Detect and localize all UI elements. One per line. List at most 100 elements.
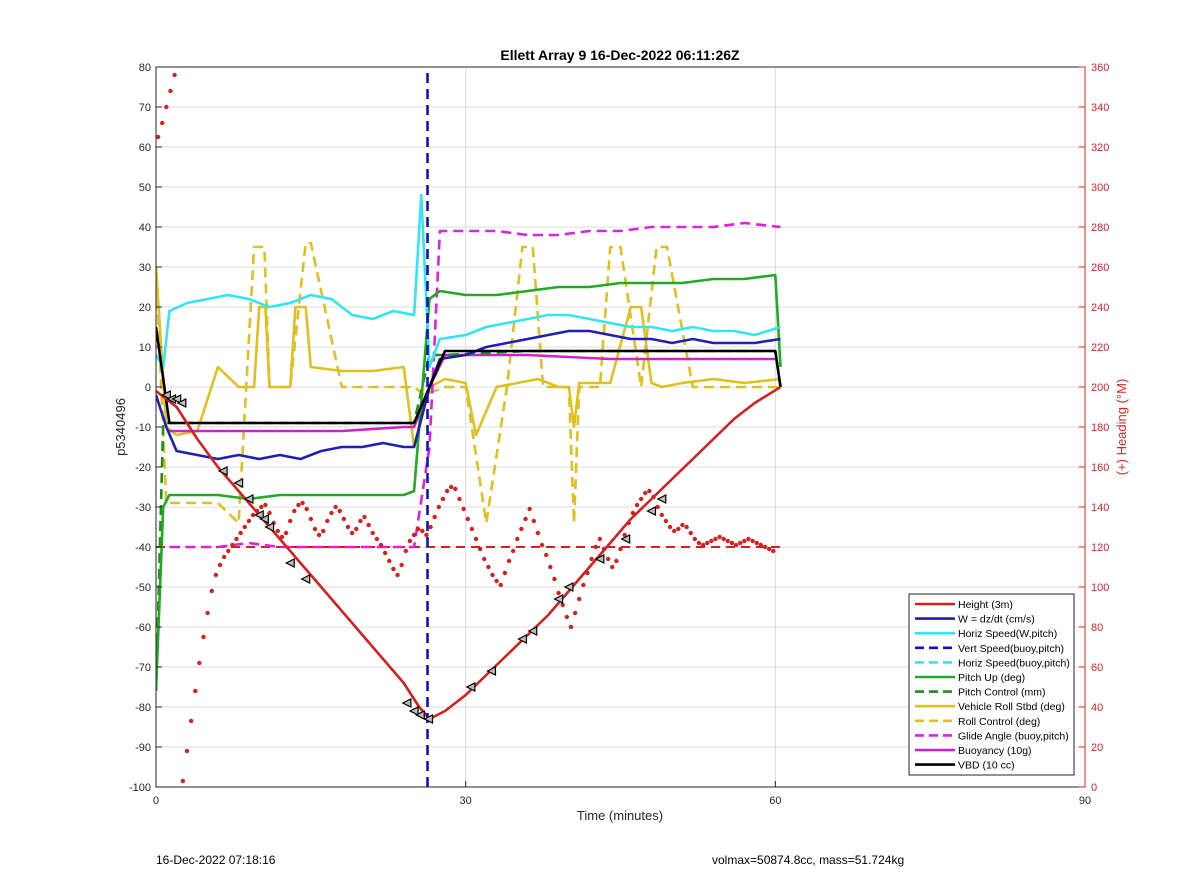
height-marker xyxy=(563,582,574,592)
heading-point xyxy=(188,718,194,724)
heading-point xyxy=(473,536,479,542)
heading-point xyxy=(543,552,549,558)
heading-point xyxy=(754,540,759,546)
heading-point xyxy=(292,508,297,514)
heading-point xyxy=(539,542,545,548)
heading-point xyxy=(374,536,380,542)
heading-point xyxy=(238,530,243,536)
height-marker xyxy=(176,398,187,408)
heading-point xyxy=(312,526,318,532)
legend-entry: Glide Angle (buoy,pitch) xyxy=(958,730,1069,742)
y-right-tick-label: 140 xyxy=(1091,502,1109,514)
heading-point xyxy=(250,512,256,518)
chart-title: Ellett Array 9 16-Dec-2022 06:11:26Z xyxy=(500,47,740,63)
heading-point xyxy=(614,558,619,564)
heading-point xyxy=(771,548,776,554)
heading-point xyxy=(733,542,739,548)
heading-point xyxy=(308,516,314,522)
heading-point xyxy=(667,524,673,530)
heading-point xyxy=(395,572,400,578)
heading-point xyxy=(663,518,669,524)
height-marker xyxy=(656,494,667,504)
heading-point xyxy=(502,570,508,576)
heading-point xyxy=(655,504,660,510)
y-tick-label: -70 xyxy=(135,662,151,674)
heading-point xyxy=(267,510,272,516)
heading-point xyxy=(399,562,404,568)
legend-entry: W = dz/dt (cm/s) xyxy=(958,614,1035,626)
height-marker xyxy=(243,494,254,504)
heading-point xyxy=(461,506,466,512)
y-tick-label: -30 xyxy=(135,502,151,514)
x-tick-label: 60 xyxy=(769,795,781,807)
height-marker xyxy=(414,710,425,720)
y-right-tick-label: 80 xyxy=(1091,622,1103,634)
height-marker xyxy=(233,478,244,488)
y-right-tick-label: 360 xyxy=(1091,62,1109,74)
y-tick-label: 70 xyxy=(139,102,151,114)
series-line-5 xyxy=(156,273,782,692)
heading-point xyxy=(531,518,536,524)
heading-point xyxy=(680,522,685,528)
heading-point xyxy=(221,554,227,560)
heading-point xyxy=(168,88,173,94)
heading-point xyxy=(226,548,231,554)
heading-point xyxy=(172,72,177,78)
height-marker xyxy=(553,594,564,604)
heading-point xyxy=(428,524,433,530)
heading-point xyxy=(676,526,681,532)
heading-point xyxy=(556,590,561,596)
heading-point xyxy=(263,502,268,508)
footer-params: volmax=50874.8cc, mass=51.724kg xyxy=(712,853,904,867)
heading-point xyxy=(254,508,260,514)
heading-point xyxy=(420,528,425,534)
heading-point xyxy=(234,536,239,542)
legend-entry: Horiz Speed(buoy,pitch) xyxy=(958,657,1070,669)
height-marker xyxy=(517,634,528,644)
heading-point xyxy=(246,518,252,524)
legend-entry: Roll Control (deg) xyxy=(958,716,1040,728)
heading-point xyxy=(725,538,731,544)
heading-point xyxy=(283,530,289,536)
y-tick-label: -90 xyxy=(135,742,151,754)
heading-point xyxy=(296,502,301,508)
legend-entry: Height (3m) xyxy=(958,599,1013,611)
legend-entry: VBD (10 cc) xyxy=(958,760,1015,772)
height-marker xyxy=(423,714,434,724)
y-tick-label: -20 xyxy=(135,462,151,474)
heading-point xyxy=(581,582,586,588)
height-marker xyxy=(160,390,171,400)
x-axis-label: Time (minutes) xyxy=(577,808,663,823)
heading-point xyxy=(275,528,281,534)
y-tick-label: -10 xyxy=(135,422,151,434)
heading-point xyxy=(634,502,640,508)
x-tick-label: 30 xyxy=(460,795,472,807)
heading-point xyxy=(527,506,532,512)
legend: Height (3m) W = dz/dt (cm/s) Horiz Speed(W… xyxy=(908,593,1075,776)
heading-point xyxy=(713,536,718,542)
heading-point xyxy=(659,512,664,518)
legend-entry: Pitch Up (deg) xyxy=(958,672,1025,684)
heading-point xyxy=(391,566,396,572)
heading-point xyxy=(279,534,285,540)
y-tick-label: 10 xyxy=(139,342,151,354)
y-right-tick-label: 0 xyxy=(1091,782,1097,794)
y-right-tick-label: 100 xyxy=(1091,582,1109,594)
heading-point xyxy=(457,496,462,502)
heading-point xyxy=(205,610,210,616)
y-tick-label: -80 xyxy=(135,702,151,714)
heading-point xyxy=(552,576,557,582)
height-marker xyxy=(171,394,182,404)
heading-point xyxy=(548,564,553,570)
heading-point xyxy=(535,530,541,536)
legend-entry: Vert Speed(buoy,pitch) xyxy=(958,643,1064,655)
heading-point xyxy=(242,524,247,530)
heading-point xyxy=(201,634,206,640)
heading-point xyxy=(337,508,342,514)
heading-point xyxy=(750,538,755,544)
heading-point xyxy=(403,548,408,554)
heading-point xyxy=(444,488,450,494)
y-tick-label: -60 xyxy=(135,622,151,634)
height-marker xyxy=(401,698,412,708)
heading-point xyxy=(762,544,768,550)
